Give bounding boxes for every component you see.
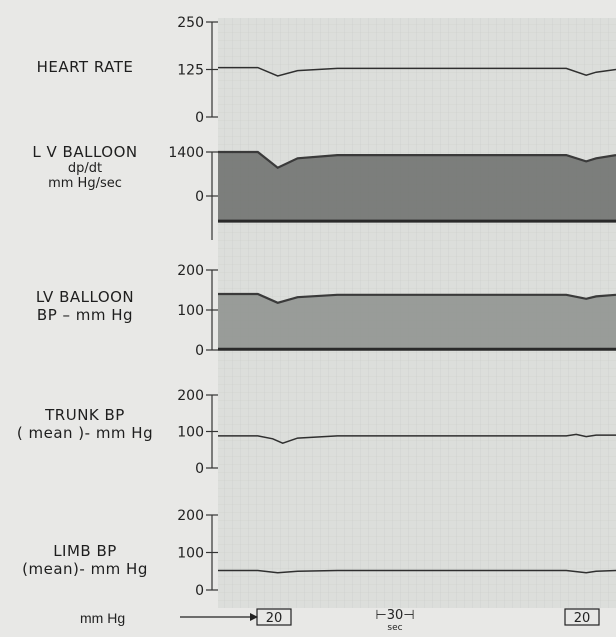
- panel-label-line: L V BALLOON: [32, 143, 138, 161]
- y-tick-label: 125: [177, 63, 204, 79]
- panel-label-line: mm Hg/sec: [48, 176, 122, 191]
- y-tick-label: 250: [177, 15, 204, 31]
- bottom-axis-group: 20 20 ⊢30⊣sec: [180, 608, 600, 633]
- panel-heart_rate: 250 125 0: [177, 15, 616, 126]
- arrow-head: [250, 613, 258, 621]
- y-tick-label: 100: [177, 546, 204, 562]
- y-tick-label: 200: [177, 263, 204, 279]
- y-tick-label: 200: [177, 388, 204, 404]
- y-tick-label: 0: [195, 110, 204, 126]
- y-tick-label: 100: [177, 425, 204, 441]
- panel-label-lv_dpdt: L V BALLOON dp/dt mm Hg/sec: [0, 143, 170, 191]
- panel-label-line: LIMB BP: [53, 542, 117, 560]
- panel-label-line: HEART RATE: [36, 58, 134, 76]
- calibration-marker-label: 20: [266, 611, 283, 626]
- timescale-label: ⊢30⊣: [375, 608, 414, 623]
- bottom-unit-label: mm Hg: [80, 610, 126, 626]
- y-tick-label: 0: [195, 189, 204, 205]
- panel-lv_dpdt: 1400 0: [168, 145, 616, 240]
- panel-trunk_bp: 200 100 0: [177, 388, 616, 477]
- signal-trace: [218, 66, 616, 77]
- y-tick-label: 100: [177, 303, 204, 319]
- y-tick-label: 200: [177, 508, 204, 524]
- calibration-marker-box: [256, 608, 292, 626]
- calibration-marker-box: [564, 608, 600, 626]
- y-tick-label: 0: [195, 583, 204, 599]
- panel-lv_bp: 200 100 0: [177, 263, 616, 359]
- signal-trace: [218, 433, 616, 445]
- panel-label-line: TRUNK BP: [45, 406, 125, 424]
- band-envelope-line: [218, 292, 616, 304]
- signal-band: [218, 294, 616, 350]
- panel-label-lv_bp: LV BALLOON BP – mm Hg: [0, 288, 170, 324]
- band-envelope-line: [218, 150, 616, 169]
- panel-label-trunk_bp: TRUNK BP( mean )- mm Hg: [0, 406, 170, 442]
- signal-trace: [218, 569, 616, 574]
- y-tick-label: 1400: [168, 145, 204, 161]
- panel-label-line: (mean)- mm Hg: [22, 560, 148, 578]
- y-tick-label: 0: [195, 343, 204, 359]
- panel-label-line: BP – mm Hg: [36, 306, 134, 324]
- panel-label-heart_rate: HEART RATE: [0, 58, 170, 76]
- y-tick-label: 0: [195, 461, 204, 477]
- panel-label-line: dp/dt: [67, 161, 103, 176]
- panel-label-line: LV BALLOON: [35, 288, 135, 306]
- panel-label-limb_bp: LIMB BP (mean)- mm Hg: [0, 542, 170, 578]
- calibration-marker-label: 20: [574, 611, 591, 626]
- signal-band: [218, 152, 616, 222]
- timescale-unit: sec: [387, 623, 402, 632]
- panel-limb_bp: 200 100 0: [177, 508, 616, 599]
- panels-group: 250 125 0 1400 0 200 100 0 200 100 0 200 100 0: [168, 15, 616, 599]
- panel-label-line: ( mean )- mm Hg: [16, 424, 154, 442]
